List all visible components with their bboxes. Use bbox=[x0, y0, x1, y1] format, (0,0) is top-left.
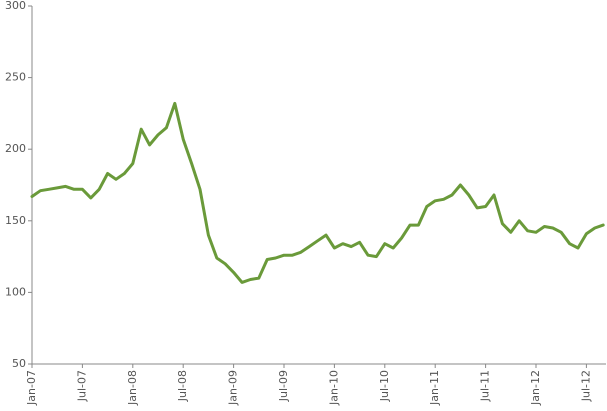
line bbox=[30, 101, 605, 284]
x-tick-label: Jul-08 bbox=[176, 370, 189, 402]
y-tick-label: 300 bbox=[5, 0, 26, 12]
y-tick-label: 250 bbox=[5, 71, 26, 84]
x-tick-label: Jan-07 bbox=[25, 370, 38, 406]
y-tick-label: 100 bbox=[5, 285, 26, 298]
y-tick-label: 50 bbox=[12, 357, 26, 370]
x-tick-label: Jan-12 bbox=[529, 370, 542, 406]
x-tick-label: Jul-09 bbox=[277, 370, 290, 402]
x-tick-label: Jul-12 bbox=[579, 370, 592, 402]
x-tick-label: Jul-11 bbox=[479, 370, 492, 402]
x-tick-label: Jul-10 bbox=[378, 370, 391, 402]
x-tick-label: Jan-10 bbox=[327, 370, 340, 406]
x-tick-label: Jul-07 bbox=[75, 370, 88, 402]
y-tick-label: 200 bbox=[5, 142, 26, 155]
x-tick-label: Jan-08 bbox=[126, 370, 139, 406]
y-tick-label: 150 bbox=[5, 214, 26, 227]
x-tick-label: Jan-09 bbox=[227, 370, 240, 406]
x-tick-label: Jan-11 bbox=[428, 370, 441, 406]
